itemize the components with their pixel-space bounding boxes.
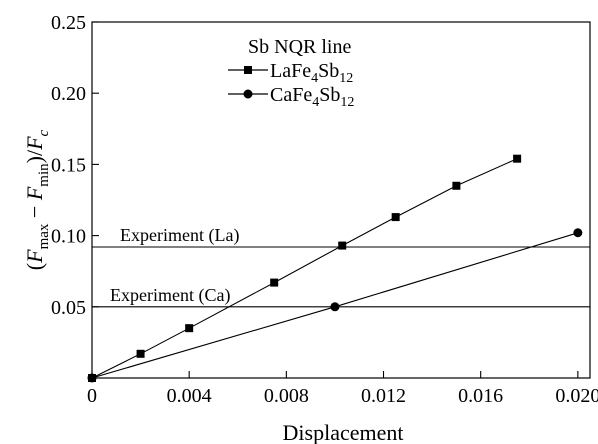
data-point-circle	[330, 302, 340, 312]
legend-entry-cafe4sb12: CaFe4Sb12	[228, 84, 354, 110]
y-tick-label: 0.25	[51, 12, 86, 34]
legend-title: Sb NQR line	[248, 36, 351, 58]
y-axis-label: (Fmax − Fmin)/Fc	[22, 129, 52, 270]
x-axis-ticks: 0 0.004 0.008 0.012 0.016 0.020	[87, 371, 598, 407]
legend: Sb NQR line LaFe4Sb12 CaFe4Sb12	[228, 36, 354, 110]
x-tick-label: 0.020	[555, 385, 598, 407]
data-point-square	[185, 324, 194, 333]
legend-entry-lafe4sb12: LaFe4Sb12	[228, 60, 353, 86]
x-tick-label: 0.008	[264, 385, 309, 407]
y-axis-ticks: 0.05 0.10 0.15 0.20 0.25	[51, 12, 99, 319]
data-point-square	[452, 181, 461, 190]
plot-frame	[91, 21, 591, 379]
reference-lines: Experiment (La) Experiment (Ca)	[92, 225, 590, 308]
y-tick-label: 0.05	[51, 297, 86, 319]
legend-marker-square	[244, 66, 252, 74]
reference-line-label: Experiment (Ca)	[110, 285, 230, 306]
legend-label-lafe4sb12: LaFe4Sb12	[270, 60, 353, 86]
x-axis-label: Displacement	[283, 420, 404, 444]
series-markers	[87, 154, 583, 383]
legend-label-cafe4sb12: CaFe4Sb12	[270, 84, 354, 110]
x-tick-label: 0.012	[361, 385, 406, 407]
data-point-square	[391, 213, 400, 222]
x-tick-label: 0.004	[167, 385, 212, 407]
series-lines	[91, 158, 579, 379]
y-tick-label: 0.20	[51, 83, 86, 105]
plot-area	[91, 21, 591, 379]
y-tick-label: 0.10	[51, 226, 86, 248]
series-line	[91, 158, 518, 379]
data-point-square	[136, 349, 145, 358]
data-point-square	[338, 241, 347, 250]
data-point-circle	[573, 228, 583, 238]
data-point-square	[513, 154, 522, 163]
y-tick-label: 0.15	[51, 154, 86, 176]
reference-line-label: Experiment (La)	[120, 225, 239, 246]
legend-marker-circle	[243, 89, 253, 99]
data-point-square	[270, 278, 279, 287]
x-tick-label: 0.016	[458, 385, 503, 407]
x-tick-label: 0	[87, 385, 97, 407]
